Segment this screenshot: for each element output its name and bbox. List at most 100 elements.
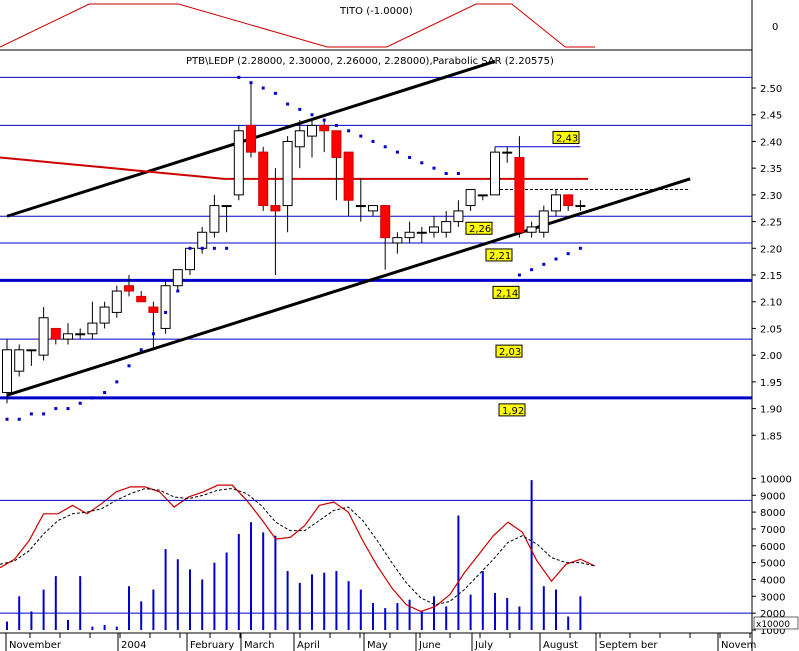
sar-dot (542, 262, 546, 266)
candle-body (246, 124, 256, 153)
candle-body (392, 237, 403, 244)
candle-body (258, 151, 269, 207)
volume-bars (6, 480, 582, 630)
sar-dot (322, 118, 326, 122)
x-tick-label: June (418, 640, 441, 651)
candle-body (50, 327, 61, 340)
sar-dot (66, 407, 70, 411)
candle-body (416, 231, 427, 234)
sar-dot (420, 161, 424, 165)
candle-body (490, 151, 500, 196)
price-y-tick: 2.05 (760, 324, 782, 335)
x-tick-label: February (190, 640, 234, 651)
volume-y-tick: 2000 (760, 609, 785, 620)
sar-dot (444, 172, 448, 176)
candle-body (538, 210, 549, 233)
level-label-box (495, 344, 523, 358)
price-y-tick: 2.25 (760, 218, 782, 229)
volume-y-tick: 4000 (760, 575, 785, 586)
level-label-text: 2,14 (496, 288, 518, 299)
indicator-panel: TITO (-1.0000) 0 (0, 3, 778, 51)
sar-dot (566, 252, 570, 256)
volume-y-tick: 1000 (760, 626, 785, 637)
candle-body (99, 306, 110, 324)
candle-body (514, 156, 525, 233)
price-panel: PTB\LEDP (2.28000, 2.30000, 2.26000, 2.2… (0, 56, 782, 442)
price-y-tick: 2.00 (760, 351, 782, 362)
x-tick-label: April (297, 640, 320, 651)
sar-dot (5, 417, 9, 421)
candle-body (270, 205, 281, 212)
candle-body (282, 140, 293, 207)
price-y-tick: 2.45 (760, 111, 782, 122)
candle-body (63, 333, 73, 340)
sar-dot (395, 150, 399, 154)
candle-body (477, 194, 488, 197)
candle-body (14, 349, 25, 372)
candle-body (38, 317, 49, 356)
price-title: PTB\LEDP (2.28000, 2.30000, 2.26000, 2.2… (186, 56, 554, 67)
volume-panel: 10000 9000 8000 7000 6000 5000 4000 3000 2000 100… (0, 474, 799, 637)
sar-dot (286, 102, 290, 106)
sar-dot (578, 246, 582, 250)
level-label-text: 1,92 (502, 406, 524, 417)
candle-body (124, 285, 134, 292)
sar-dot (115, 380, 119, 384)
level-label-box (485, 248, 513, 262)
price-y-tick: 1.95 (760, 378, 782, 389)
sar-dot (530, 268, 534, 272)
candle-body (368, 205, 378, 212)
candle-body (75, 333, 86, 336)
sar-dot (212, 246, 216, 250)
candle-body (429, 226, 439, 233)
sar-dot (151, 332, 155, 336)
candle-body (294, 130, 305, 148)
indicator-series-line (0, 3, 595, 48)
candle-body (502, 151, 513, 154)
x-tick-label: Novem (721, 640, 756, 651)
sar-dot (310, 113, 314, 117)
sar-dot (127, 364, 131, 368)
sar-dot (200, 246, 204, 250)
oscillator-line (0, 484, 596, 613)
candle-body (551, 194, 561, 212)
level-labels: 2,43 2,26 2,21 2,14 2,03 1,92 (465, 130, 580, 417)
x-tick-label: 2004 (121, 640, 146, 651)
sar-dot (42, 412, 46, 416)
volume-y-tick: 7000 (760, 525, 785, 536)
sar-dot (347, 129, 351, 133)
sar-dot (456, 172, 460, 176)
x-tick-label: August (543, 640, 578, 651)
price-y-tick: 2.20 (760, 244, 782, 255)
sar-dot (90, 396, 94, 400)
volume-y-tick: 8000 (760, 508, 785, 519)
candle-body (185, 247, 195, 271)
volume-y-tick: 5000 (760, 559, 785, 570)
candle-body (355, 205, 366, 208)
candle-body (526, 226, 537, 233)
candle-body (380, 205, 391, 239)
candle-body (331, 130, 342, 158)
candle-body (111, 290, 122, 313)
candle-body (221, 205, 232, 208)
candle-body (2, 349, 12, 394)
volume-unit-label: x10000 (756, 620, 790, 630)
sar-dot (188, 246, 192, 250)
price-y-tick: 2.50 (760, 84, 782, 95)
price-y-axis: 2.50 2.45 2.40 2.35 2.30 2.25 2.20 2.15 2.10 2.05… (752, 84, 782, 442)
sar-dot (517, 273, 521, 277)
sar-dot (29, 412, 33, 416)
level-label-box (552, 130, 580, 144)
volume-y-tick: 10000 (760, 474, 792, 485)
sar-dot (225, 246, 229, 250)
sar-dot (383, 145, 387, 149)
candle-body (575, 205, 586, 208)
sar-dot (298, 107, 302, 111)
sar-dot (249, 81, 253, 85)
candle-body (404, 231, 415, 239)
candle-body (563, 194, 574, 207)
sar-dot (371, 139, 375, 143)
volume-oscillator (0, 484, 596, 613)
level-label-box (492, 285, 520, 299)
